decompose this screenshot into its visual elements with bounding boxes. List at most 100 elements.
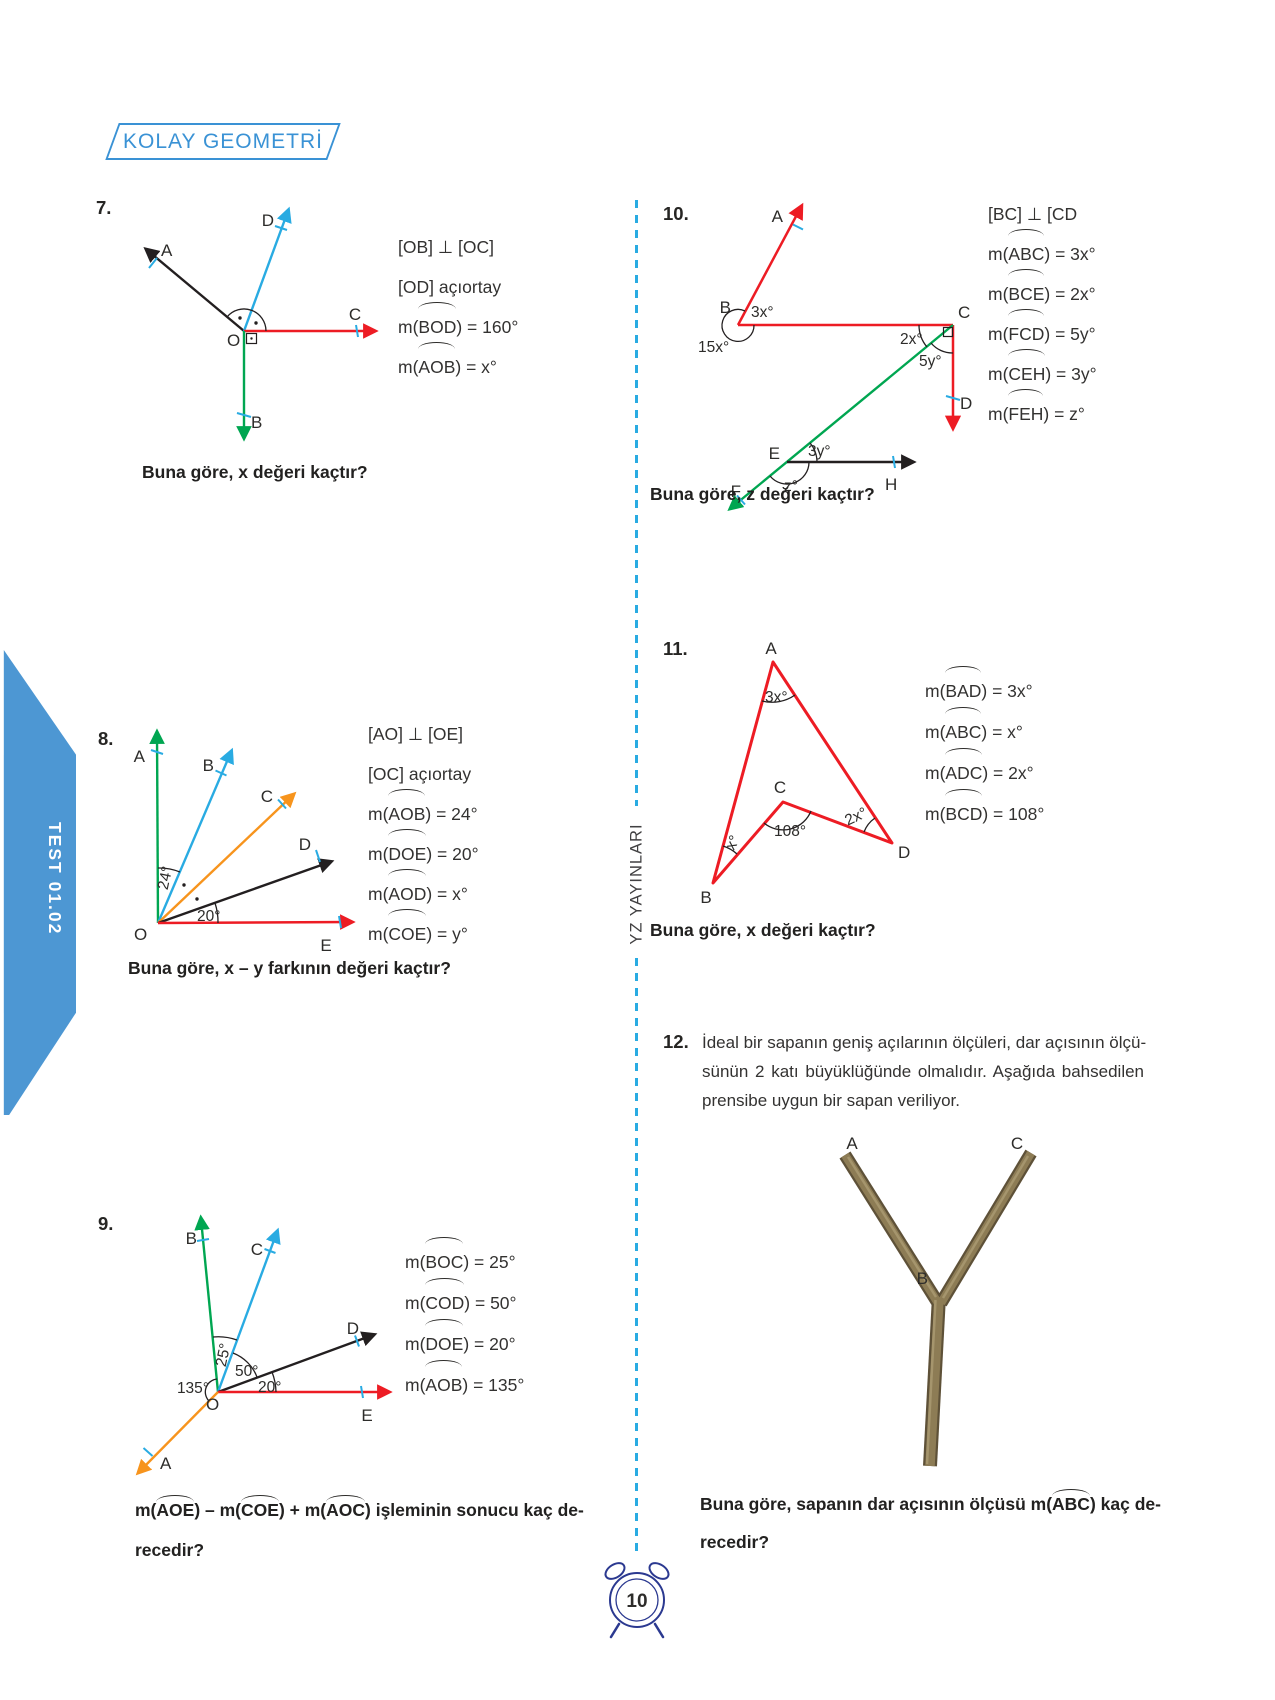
question-text: ) – m( <box>194 1500 242 1520</box>
given-text: ) = 5y° <box>1044 324 1096 344</box>
problem-9-number: 9. <box>98 1213 114 1234</box>
ray-oe <box>157 914 356 930</box>
given-text: m( <box>368 924 389 944</box>
given-text: ) = 50° <box>464 1293 517 1313</box>
angle-name: ABC <box>1052 1489 1090 1514</box>
given-text: ) = x° <box>455 357 497 377</box>
right-angle-mark <box>942 326 954 338</box>
given-line: [AO] ⊥ [OE] <box>368 714 479 754</box>
angle-name: ABC <box>1008 229 1044 274</box>
equal-angle-dot <box>195 897 199 901</box>
point-label-b: B <box>203 756 214 775</box>
tick-mark <box>360 1385 364 1399</box>
angle-arc-50 <box>232 1352 258 1378</box>
point-label-e: E <box>361 1406 372 1425</box>
angle-arc-a <box>761 694 796 703</box>
problem-11-diagram: A B C D 3x° x° 108° 2x° <box>700 639 910 907</box>
problem-12-question-line1: Buna göre, sapanın dar açısının ölçüsü m… <box>700 1489 1161 1515</box>
angle-arc-15x <box>721 308 755 343</box>
angle-name: COE <box>241 1495 279 1520</box>
tick-mark <box>148 257 158 269</box>
given-text: ) = 25° <box>463 1252 516 1272</box>
given-text: [AO] ⊥ [OE] <box>368 724 463 744</box>
problem-10-givens: [BC] ⊥ [CD m(ABC) = 3x° m(BCE) = 2x° m(F… <box>988 194 1097 434</box>
tick-mark <box>274 225 288 231</box>
given-line: m(BAD) = 3x° <box>925 666 1044 712</box>
point-label-b: B <box>186 1229 197 1248</box>
angle-arc-b <box>722 845 738 855</box>
right-angle-mark <box>245 332 258 345</box>
point-label-d: D <box>347 1319 359 1338</box>
given-text: ) = 2x° <box>1044 284 1096 304</box>
angle-name: ABC <box>945 707 981 753</box>
angle-name: COD <box>425 1278 464 1324</box>
ray-oa <box>143 247 245 332</box>
given-text: [OB] ⊥ [OC] <box>398 237 494 257</box>
quadrilateral-abcd <box>711 660 894 885</box>
given-text: ) = y° <box>426 924 468 944</box>
problem-11-question: Buna göre, x değeri kaçtır? <box>650 920 876 940</box>
slingshot-highlight <box>941 1155 1030 1299</box>
tick-mark <box>355 324 359 338</box>
paragraph-line: prensibe uygun bir sapan veriliyor. <box>702 1091 960 1110</box>
problem-9-diagram: B C D E A O 25° 50° 20° 135° <box>135 1214 393 1476</box>
problem-10-question: Buna göre, z değeri kaçtır? <box>650 484 875 504</box>
given-text: m( <box>368 844 389 864</box>
problem-10-diagram: A B C D E F H 3x° 15x° 2x° 5y° 3y° z° <box>698 202 972 511</box>
given-text: ) = 24° <box>425 804 478 824</box>
angle-label-24: 24° <box>155 865 177 891</box>
point-label-c: C <box>251 1240 263 1259</box>
point-label-c: C <box>349 305 361 324</box>
column-divider-bottom <box>635 958 638 1553</box>
ray-od <box>157 858 335 925</box>
angle-arc-c <box>763 810 812 831</box>
problem-12-slingshot: A C B <box>839 1134 1037 1467</box>
angle-arc <box>226 308 267 332</box>
angle-name: DOE <box>388 829 426 874</box>
equal-angle-dot <box>182 883 186 887</box>
given-line: m(COE) = y° <box>368 909 479 954</box>
point-label-a: A <box>161 241 173 260</box>
given-text: m( <box>988 244 1009 264</box>
angle-name: AOC <box>326 1495 366 1520</box>
angle-name: DOE <box>425 1319 463 1365</box>
given-text: m( <box>925 804 946 824</box>
given-text: m( <box>988 284 1009 304</box>
given-line: m(ADC) = 2x° <box>925 748 1044 794</box>
given-line: m(COD) = 50° <box>405 1278 524 1324</box>
column-divider-top <box>635 200 638 806</box>
tick-mark <box>196 1238 210 1242</box>
tick-mark <box>945 395 961 401</box>
angle-name: BAD <box>945 666 981 712</box>
given-line: [OC] açıortay <box>368 754 479 794</box>
point-label-a: A <box>160 1454 172 1473</box>
given-text: ) = 3x° <box>1044 244 1096 264</box>
point-label-e: E <box>769 444 780 463</box>
angle-arc-135 <box>204 1378 218 1402</box>
angle-label-2x: 2x° <box>900 331 923 348</box>
point-label-b: B <box>917 1269 928 1288</box>
given-text: m( <box>405 1334 426 1354</box>
angle-label-20: 20° <box>258 1379 281 1396</box>
angle-name: AOB <box>388 789 425 834</box>
angle-name: FEH <box>1008 389 1044 434</box>
point-label-a: A <box>772 207 784 226</box>
tick-mark <box>736 494 746 506</box>
question-text: ) + m( <box>278 1500 327 1520</box>
point-label-d: D <box>960 394 972 413</box>
angle-label-135: 135° <box>177 1380 209 1397</box>
given-line: m(DOE) = 20° <box>405 1319 524 1365</box>
given-line: m(ABC) = 3x° <box>988 229 1097 274</box>
clock-leg-right <box>653 1622 665 1639</box>
page-number: 10 <box>626 1591 647 1612</box>
angle-name: BCE <box>1008 269 1044 314</box>
problem-9-givens: m(BOC) = 25° m(COD) = 50° m(DOE) = 20° m… <box>405 1237 524 1406</box>
tick-mark <box>264 1248 276 1254</box>
problem-10-number: 10. <box>663 203 689 224</box>
point-label-a: A <box>765 639 777 658</box>
angle-name: FCD <box>1008 309 1044 354</box>
point-label-o: O <box>134 925 147 944</box>
point-label-a: A <box>134 747 146 766</box>
problem-8-diagram: A B C D E O 24° 20° <box>134 728 356 955</box>
angle-label-5y: 5y° <box>919 353 942 370</box>
